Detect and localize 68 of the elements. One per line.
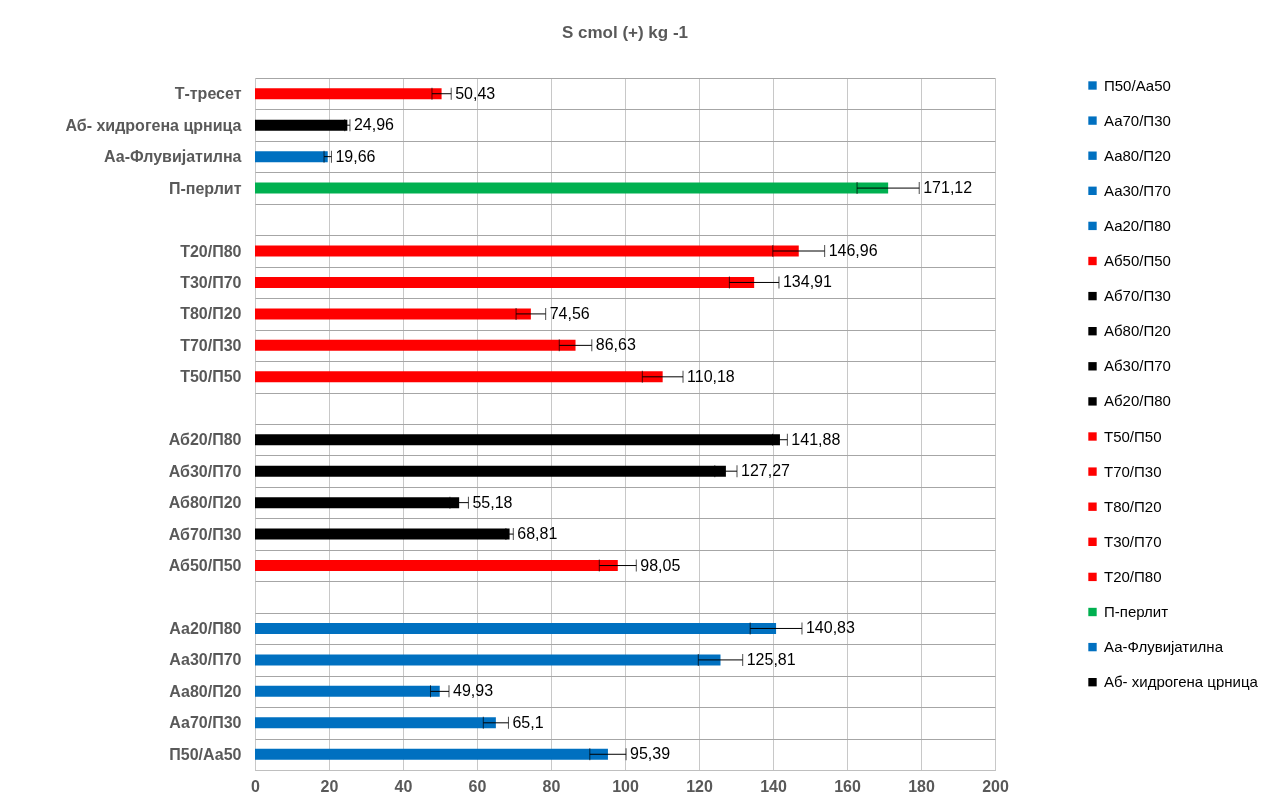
x-tick-label: 180 bbox=[908, 777, 935, 795]
text: 86,63 bbox=[595, 336, 636, 354]
y-tick-label: Аа30/П70 bbox=[169, 651, 242, 669]
legend-label: Т30/П70 bbox=[1104, 532, 1162, 550]
legend-label: Аа80/П20 bbox=[1104, 146, 1171, 164]
legend-label: Аа70/П30 bbox=[1104, 111, 1171, 129]
text: 110,18 bbox=[687, 367, 735, 385]
legend-label: Аб70/П30 bbox=[1104, 287, 1171, 305]
text: 65,1 bbox=[512, 713, 544, 731]
y-tick-label: Аа80/П20 bbox=[169, 682, 242, 700]
text: 171,12 bbox=[923, 179, 973, 197]
text: 68,81 bbox=[517, 525, 558, 543]
text: 127,27 bbox=[741, 462, 790, 480]
x-tick-label: 80 bbox=[542, 777, 561, 795]
y-tick-label: Т20/П80 bbox=[180, 242, 242, 260]
chart-title: S cmol (+) kg -1 bbox=[561, 23, 689, 42]
legend-label: Аа30/П70 bbox=[1104, 181, 1171, 199]
text: 134,91 bbox=[782, 273, 832, 291]
y-tick-label: Т50/П50 bbox=[180, 368, 242, 386]
y-tick-label: Аб30/П70 bbox=[168, 462, 242, 480]
x-tick-label: 160 bbox=[834, 777, 861, 795]
y-tick-label: П50/Аа50 bbox=[169, 745, 242, 763]
legend-label: Аа-Флувијатилна bbox=[1104, 638, 1224, 656]
text: 98,05 bbox=[640, 556, 681, 574]
legend-label: Аб80/П20 bbox=[1104, 322, 1171, 340]
legend-label: П-перлит bbox=[1104, 603, 1169, 620]
x-tick-label: 20 bbox=[320, 777, 339, 795]
text: 24,96 bbox=[353, 116, 394, 134]
y-tick-label: Аа20/П80 bbox=[169, 619, 242, 637]
x-tick-label: 200 bbox=[982, 777, 1009, 795]
y-tick-label: Т80/П20 bbox=[180, 305, 242, 323]
y-tick-label: Т30/П70 bbox=[180, 273, 242, 291]
text: 141,88 bbox=[791, 430, 841, 448]
y-tick-label: Аб50/П50 bbox=[168, 557, 242, 575]
text: 55,18 bbox=[472, 493, 513, 511]
legend-label: Т20/П80 bbox=[1104, 567, 1162, 585]
y-tick-label: Аа-Флувијатилна bbox=[104, 148, 242, 166]
text: 95,39 bbox=[630, 745, 671, 763]
legend-label: Аб20/П80 bbox=[1104, 392, 1171, 410]
x-tick-label: 140 bbox=[760, 777, 787, 795]
x-tick-label: 40 bbox=[394, 777, 413, 795]
y-tick-label: Аб20/П80 bbox=[168, 431, 242, 449]
text: 125,81 bbox=[746, 650, 796, 668]
y-tick-label: Аб- хидрогена црница bbox=[65, 116, 242, 134]
text: 140,83 bbox=[805, 619, 855, 637]
legend-label: Аб30/П70 bbox=[1104, 357, 1171, 375]
text: 74,56 bbox=[549, 304, 590, 322]
text: 146,96 bbox=[828, 242, 878, 259]
y-tick-label: П-перлит bbox=[168, 179, 242, 197]
text: 19,66 bbox=[335, 147, 376, 165]
x-tick-label: 120 bbox=[686, 777, 713, 795]
legend-label: Т50/П50 bbox=[1104, 427, 1162, 445]
legend-label: Т70/П30 bbox=[1104, 462, 1162, 480]
y-tick-label: Т70/П30 bbox=[180, 336, 242, 354]
legend-label: Аа20/П80 bbox=[1104, 216, 1171, 234]
text: 49,93 bbox=[452, 682, 494, 700]
y-tick-label: Аа70/П30 bbox=[169, 714, 242, 732]
y-tick-label: Аб70/П30 bbox=[168, 525, 242, 543]
legend-label: Аб- хидрогена црница bbox=[1104, 673, 1259, 691]
y-tick-label: Аб80/П20 bbox=[168, 494, 242, 512]
legend-label: П50/Аа50 bbox=[1104, 76, 1171, 94]
x-tick-label: 100 bbox=[612, 777, 639, 795]
legend-label: Аб50/П50 bbox=[1104, 252, 1171, 269]
x-tick-label: 60 bbox=[468, 777, 487, 795]
x-tick-label: 0 bbox=[251, 777, 261, 795]
legend-label: Т80/П20 bbox=[1104, 497, 1162, 515]
y-tick-label: Т-тресет bbox=[174, 85, 242, 103]
text: 50,43 bbox=[455, 84, 496, 102]
